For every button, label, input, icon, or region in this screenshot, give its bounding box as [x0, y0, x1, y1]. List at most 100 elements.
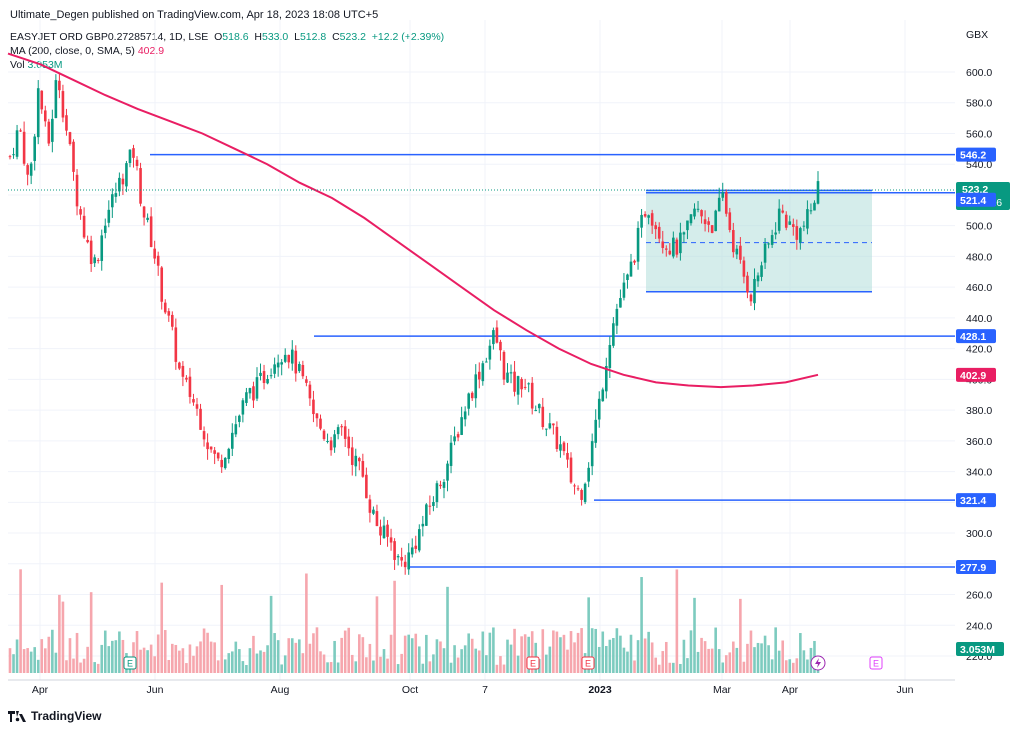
candle-body: [340, 426, 343, 428]
event-letter: E: [530, 659, 536, 669]
volume-bar: [749, 630, 753, 673]
event-box: [526, 656, 540, 670]
volume-bar: [358, 634, 361, 673]
candle-body: [693, 208, 696, 217]
volume-bar: [216, 660, 220, 673]
ma-tag-bg: [956, 367, 996, 382]
horizontal-levels[interactable]: [150, 153, 955, 568]
candle-body: [153, 248, 156, 259]
candle-body: [410, 547, 414, 555]
volume-bar: [477, 650, 481, 673]
level-tag-278: 277.9: [956, 560, 996, 575]
volume-bar: [700, 637, 703, 673]
volume-bar: [732, 641, 735, 673]
volume-bar: [227, 653, 231, 673]
level-tag-321-bg: [956, 493, 996, 508]
candle-body: [453, 436, 456, 442]
volume-bar: [580, 628, 583, 673]
volume-bar: [43, 648, 47, 673]
volume-bar: [597, 646, 601, 673]
candle-body: [160, 267, 164, 302]
volume-bar: [492, 627, 495, 673]
candle-body: [460, 417, 463, 435]
candle-body: [509, 372, 513, 374]
volume-bar: [294, 642, 298, 673]
symbol-legend[interactable]: EASYJET ORD GBP0.27285714, 1D, LSE O518.…: [10, 31, 444, 43]
volume-bar: [283, 655, 287, 673]
candle-body: [753, 278, 756, 304]
earnings-event-icon: E: [869, 656, 883, 670]
candle-body: [382, 525, 386, 539]
candle-body: [485, 361, 488, 363]
candle-body: [202, 431, 206, 440]
candle-body: [308, 384, 312, 399]
volume-bar: [329, 662, 333, 673]
candle-body: [343, 426, 347, 439]
volume-bar: [675, 569, 679, 673]
volume-bar: [425, 634, 428, 673]
symbol-name: EASYJET ORD GBP0.27285714, 1D, LSE: [10, 31, 209, 43]
candle-body: [125, 163, 128, 187]
candle-body: [238, 415, 241, 422]
candle-body: [435, 483, 439, 503]
event-box: [869, 656, 883, 670]
volume-bar: [19, 569, 22, 673]
volume-bar: [545, 654, 548, 673]
candle-body: [756, 275, 760, 282]
price-tick-label: 340.0: [966, 467, 992, 479]
candle-body: [51, 118, 54, 142]
currency-label: GBX: [966, 29, 988, 41]
candle-body: [118, 177, 121, 192]
candle-body: [389, 537, 393, 543]
candle-body: [417, 529, 421, 551]
candle-body: [107, 209, 111, 223]
time-tick-label: 7: [482, 684, 488, 696]
time-axis[interactable]: Apr Jun Aug Oct 7 2023 Mar Apr Jun: [32, 684, 914, 696]
candle-body: [58, 80, 61, 91]
volume-bar: [252, 635, 255, 673]
volume-bar: [400, 653, 403, 673]
price-tick-label: 240.0: [966, 620, 992, 632]
volume-bar: [562, 634, 566, 673]
candle-body: [65, 115, 68, 131]
candle-body: [425, 504, 428, 526]
volume-bar: [481, 631, 485, 673]
volume-bar: [781, 640, 785, 673]
volume-bar: [707, 648, 710, 673]
candle-body: [259, 372, 262, 376]
time-tick-label: Jun: [897, 684, 914, 696]
candle-body: [788, 221, 792, 225]
candle-body: [178, 362, 181, 369]
candle-body: [477, 371, 481, 380]
volume-bar: [460, 649, 463, 673]
volume-bar: [516, 655, 520, 673]
time-tick-label: Aug: [271, 684, 290, 696]
candle-body: [33, 136, 36, 161]
price-tick-label: 300.0: [966, 528, 992, 540]
level-tag-546-bg: [956, 147, 996, 162]
candle-body: [181, 365, 185, 377]
tradingview-footer[interactable]: TradingView: [8, 709, 101, 723]
candle-body: [269, 375, 273, 377]
candle-body: [167, 311, 171, 316]
candle-body: [213, 450, 216, 454]
time-tick-label: Apr: [32, 684, 49, 696]
candle-body: [534, 410, 538, 412]
candle-body: [354, 455, 358, 467]
volume-bar: [47, 636, 51, 673]
candle-body: [548, 423, 552, 429]
volume-bar: [72, 658, 75, 673]
ma-legend[interactable]: MA (200, close, 0, SMA, 5) 402.9: [10, 45, 164, 57]
volume-bar: [36, 659, 40, 673]
volume-bar: [111, 640, 114, 673]
candle-body: [347, 436, 351, 449]
candle-body: [266, 378, 269, 384]
volume-bar: [788, 659, 792, 673]
event-box: [123, 656, 137, 670]
volume-bar: [68, 638, 72, 673]
candle-body: [103, 225, 107, 233]
change-value: +12.2 (+2.39%): [371, 31, 445, 43]
volume-bar: [502, 664, 506, 673]
